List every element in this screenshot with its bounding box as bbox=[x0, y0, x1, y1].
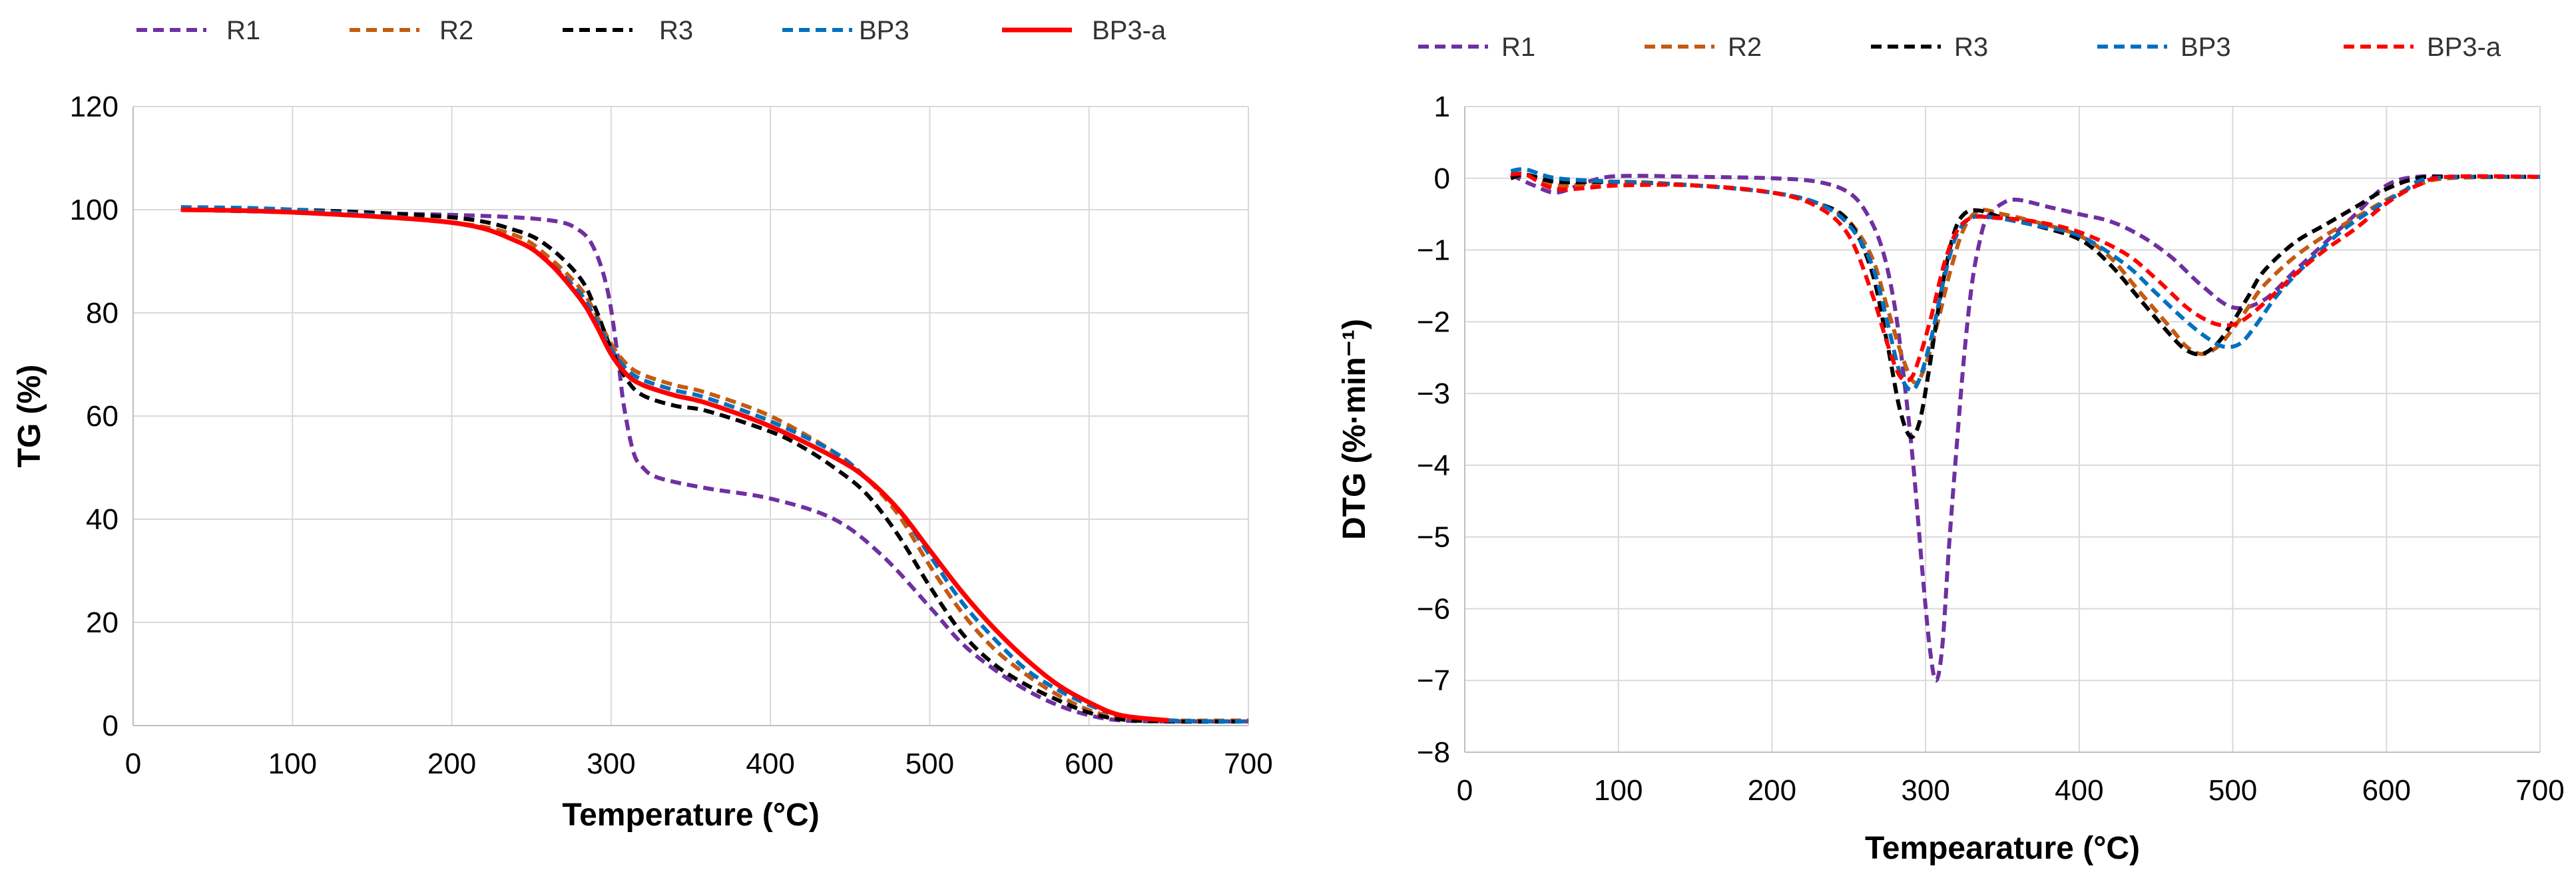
series-line-r2 bbox=[180, 208, 1249, 723]
y-tick-label: −7 bbox=[1417, 664, 1450, 697]
legend-label-bp3: BP3 bbox=[2181, 33, 2231, 62]
dtg-chart: 10−1−2−3−4−5−6−7−80 100 200 300 400 500 600 700… bbox=[1337, 33, 2565, 866]
legend-label-r2: R2 bbox=[439, 16, 473, 45]
series-line-bp3-a bbox=[180, 207, 1169, 723]
legend-label-bp3-a: BP3-a bbox=[2427, 33, 2501, 62]
x-tick-label: 200 bbox=[1748, 774, 1796, 807]
x-tick-label: 400 bbox=[746, 748, 794, 780]
series-line-r2 bbox=[1510, 172, 2541, 385]
legend-label-r1: R1 bbox=[1501, 33, 1535, 62]
x-axis-title: Tempearature (°C) bbox=[1865, 831, 2140, 866]
y-axis-title: TG (%) bbox=[12, 365, 47, 468]
y-tick-label: −8 bbox=[1417, 736, 1450, 769]
series-line-r3 bbox=[180, 207, 1249, 724]
x-tick-label: 500 bbox=[2208, 774, 2257, 807]
y-tick-label: 80 bbox=[86, 297, 119, 330]
x-tick-label: 0 bbox=[1457, 774, 1473, 807]
y-tick-label: 1 bbox=[1434, 91, 1450, 123]
x-tick-label: 100 bbox=[268, 748, 317, 780]
series-line-r1 bbox=[180, 208, 1249, 724]
y-tick-label: 20 bbox=[86, 606, 119, 639]
legend-label-r2: R2 bbox=[1728, 33, 1762, 62]
tg-chart: 0 20 40 60 80 100 120 0 100 200 300 400 500 600 700 Tem… bbox=[12, 16, 1273, 833]
legend-label-bp3-a: BP3-a bbox=[1092, 16, 1166, 45]
legend-label-r1: R1 bbox=[226, 16, 260, 45]
y-tick-label: 100 bbox=[70, 194, 119, 226]
y-tick-label: 60 bbox=[86, 400, 119, 433]
y-tick-label: −4 bbox=[1417, 449, 1450, 482]
series-line-r1 bbox=[1509, 172, 2540, 683]
x-tick-label: 0 bbox=[125, 748, 141, 780]
x-tick-label: 700 bbox=[1224, 748, 1272, 780]
x-tick-label: 300 bbox=[587, 748, 635, 780]
y-tick-label: −5 bbox=[1417, 521, 1450, 554]
legend-label-r3: R3 bbox=[659, 16, 693, 45]
y-tick-label: −6 bbox=[1417, 592, 1450, 625]
y-tick-label: 0 bbox=[1434, 162, 1450, 195]
x-tick-label: 400 bbox=[2055, 774, 2103, 807]
x-tick-label: 100 bbox=[1594, 774, 1643, 807]
series-line-bp3 bbox=[180, 205, 1249, 724]
legend-label-r3: R3 bbox=[1954, 33, 1988, 62]
legend-label-bp3: BP3 bbox=[859, 16, 909, 45]
x-tick-label: 300 bbox=[1901, 774, 1949, 807]
y-tick-label: 120 bbox=[70, 91, 119, 123]
x-tick-label: 700 bbox=[2515, 774, 2564, 807]
series-line-r3 bbox=[1510, 172, 2541, 439]
series-line-bp3-a bbox=[1510, 171, 2541, 383]
y-tick-label: 40 bbox=[86, 503, 119, 536]
x-tick-label: 600 bbox=[2362, 774, 2411, 807]
y-tick-label: −3 bbox=[1417, 377, 1450, 410]
x-tick-label: 500 bbox=[905, 748, 954, 780]
x-axis-title: Temperature (°C) bbox=[562, 797, 819, 833]
y-tick-label: 0 bbox=[103, 710, 119, 742]
x-tick-label: 200 bbox=[427, 748, 476, 780]
y-tick-label: −2 bbox=[1417, 306, 1450, 338]
y-axis-title: DTG (%·min⁻¹) bbox=[1337, 319, 1372, 540]
y-tick-label: −1 bbox=[1417, 234, 1450, 267]
x-tick-label: 600 bbox=[1065, 748, 1113, 780]
